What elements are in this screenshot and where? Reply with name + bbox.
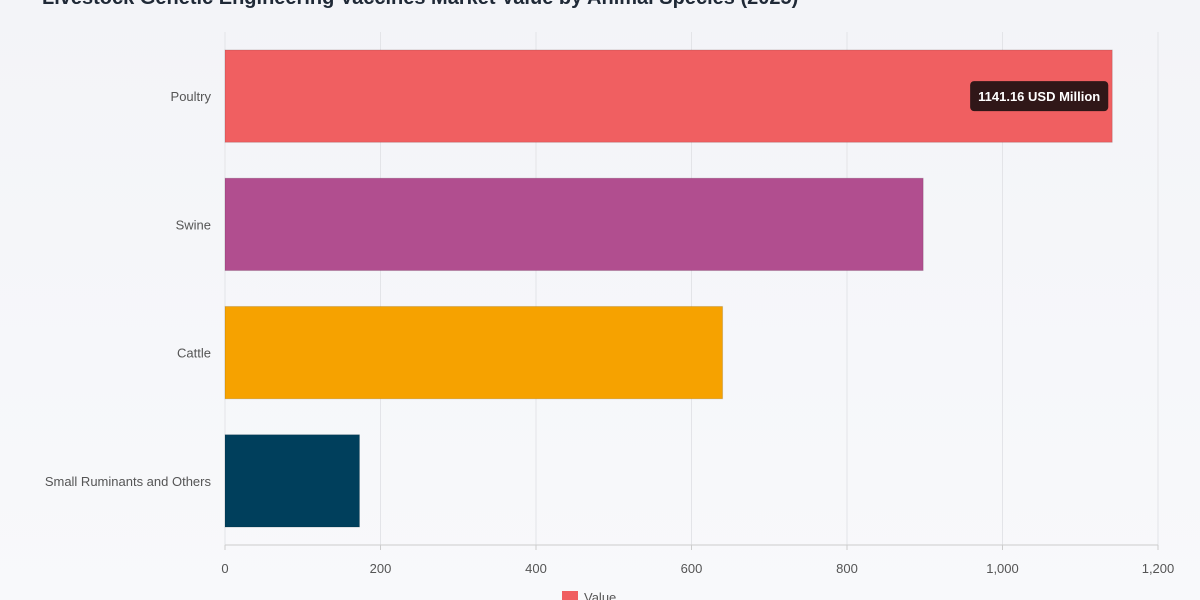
tooltip-box <box>970 81 1109 112</box>
category-label: Cattle <box>177 346 211 361</box>
bar-swine <box>224 177 924 272</box>
category-labels: Poultry Swine Cattle Small Ruminants and Ot… <box>45 89 212 489</box>
x-tick-label: 400 <box>525 561 547 576</box>
bars <box>224 49 1113 528</box>
category-label: Poultry <box>171 89 212 104</box>
x-tick-label: 0 <box>221 561 228 576</box>
category-label: Swine <box>176 217 211 232</box>
x-tick-label: 1,200 <box>1142 561 1175 576</box>
bar-poultry <box>224 49 1113 143</box>
tooltip-label: 1141.16 USD Million <box>978 89 1100 104</box>
chart-title: Livestock Genetic Engineering Vaccines M… <box>42 0 798 10</box>
bar-small-ruminants-and-others <box>224 434 361 528</box>
legend-swatch <box>562 591 578 600</box>
x-tick-label: 800 <box>836 561 858 576</box>
bar-cattle <box>224 305 724 400</box>
legend-label: Value <box>584 590 616 600</box>
tooltip: 1141.16 USD Million <box>970 81 1109 112</box>
category-label: Small Ruminants and Others <box>45 474 212 489</box>
x-tick-label: 600 <box>681 561 703 576</box>
x-tick-label: 1,000 <box>986 561 1019 576</box>
legend: Value <box>562 590 616 600</box>
x-tick-label: 200 <box>370 561 392 576</box>
x-axis: 0 200 400 600 800 1,000 1,200 <box>221 544 1175 576</box>
